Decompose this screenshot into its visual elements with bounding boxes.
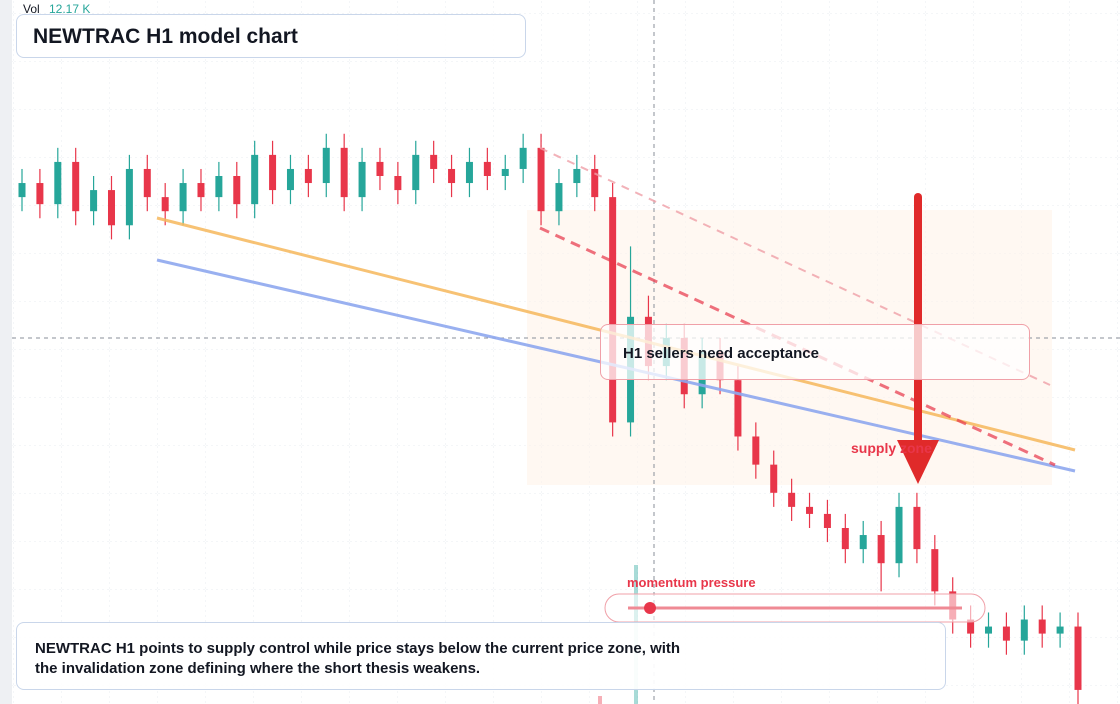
candle-body bbox=[859, 535, 867, 550]
candle-body bbox=[394, 176, 402, 191]
candle-body bbox=[770, 464, 778, 493]
candle-body bbox=[269, 154, 277, 191]
candle-body bbox=[286, 168, 294, 191]
candle-body bbox=[788, 492, 796, 507]
candle-body bbox=[985, 626, 993, 634]
volume-bar bbox=[598, 696, 602, 704]
candle-body bbox=[54, 161, 62, 205]
candle-body bbox=[376, 161, 384, 176]
candle-body bbox=[215, 176, 223, 198]
candle-body bbox=[841, 528, 849, 550]
candle-body bbox=[322, 147, 330, 184]
candle-body bbox=[179, 183, 187, 212]
pressure-dot bbox=[644, 602, 656, 614]
candle-body bbox=[1056, 626, 1064, 634]
candle-body bbox=[18, 183, 26, 198]
candle-body bbox=[412, 154, 420, 191]
candle-body bbox=[340, 147, 348, 198]
trend-line bbox=[539, 226, 1056, 467]
candle-body bbox=[895, 506, 903, 564]
candle-body bbox=[609, 197, 617, 423]
caption-box: NEWTRAC H1 points to supply control whil… bbox=[16, 622, 946, 690]
candle-body bbox=[36, 183, 44, 205]
candle-body bbox=[197, 183, 205, 198]
caption: NEWTRAC H1 points to supply control whil… bbox=[35, 640, 681, 677]
candle-body bbox=[143, 168, 151, 198]
candle-body bbox=[967, 619, 975, 634]
vol-value: 12.17 K bbox=[49, 2, 90, 16]
candle-body bbox=[358, 161, 366, 198]
candle-body bbox=[1002, 626, 1010, 641]
candle-body bbox=[465, 161, 473, 184]
candle-body bbox=[734, 380, 742, 437]
vol-label: Vol bbox=[23, 2, 40, 16]
arrow-head bbox=[897, 440, 939, 484]
candle-body bbox=[72, 161, 80, 212]
candle-body bbox=[233, 176, 241, 205]
annotation: momentum pressure bbox=[627, 575, 756, 590]
candle-body bbox=[931, 549, 939, 592]
candle-body bbox=[430, 154, 438, 169]
candle-body bbox=[304, 168, 312, 184]
candle-body bbox=[752, 436, 760, 465]
annotation: H1 sellers need acceptance bbox=[623, 345, 819, 362]
candle-body bbox=[1074, 626, 1082, 690]
candle-body bbox=[90, 190, 98, 212]
candle-body bbox=[519, 147, 527, 169]
candle-body bbox=[107, 190, 115, 226]
annotation-box: H1 sellers need acceptance bbox=[600, 324, 1030, 380]
candle-body bbox=[913, 506, 921, 550]
chart-title: NEWTRAC H1 model chart bbox=[33, 25, 298, 48]
candle-body bbox=[251, 154, 259, 205]
candle-body bbox=[555, 183, 563, 212]
candle-body bbox=[1020, 619, 1028, 641]
annotation: supply zone bbox=[851, 440, 932, 456]
candle-body bbox=[448, 168, 456, 184]
candle-body bbox=[125, 168, 133, 226]
candle-body bbox=[591, 168, 599, 198]
candle-body bbox=[1038, 619, 1046, 634]
left-strip bbox=[0, 0, 12, 704]
title-box: NEWTRAC H1 model chart bbox=[16, 14, 526, 58]
candle-body bbox=[501, 168, 509, 176]
candle-body bbox=[806, 506, 814, 514]
candle-body bbox=[483, 161, 491, 176]
candle-body bbox=[161, 197, 169, 212]
candle-body bbox=[823, 513, 831, 528]
candle-body bbox=[537, 147, 545, 212]
candle-body bbox=[573, 168, 581, 184]
candle-body bbox=[877, 535, 885, 564]
